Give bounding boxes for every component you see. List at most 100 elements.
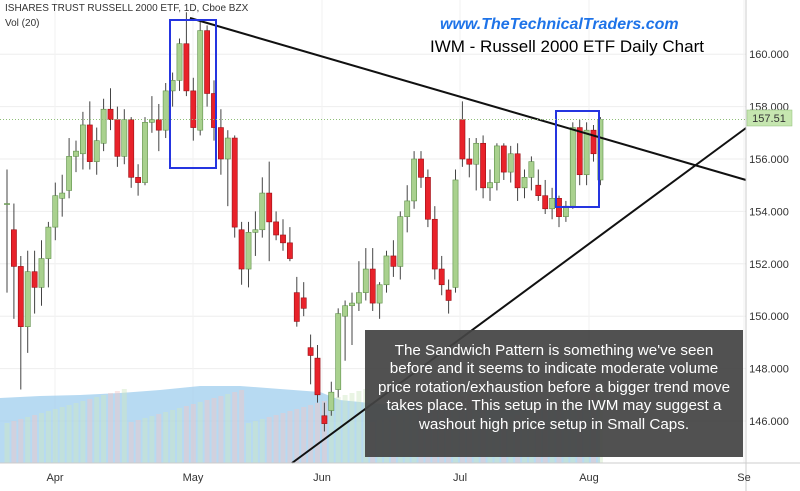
candle-body-down <box>369 268 376 304</box>
volume-bar <box>273 415 279 463</box>
candle <box>245 221 252 288</box>
candle-body-up <box>52 195 59 228</box>
candle <box>376 282 383 319</box>
volume-bar <box>232 392 238 463</box>
candle <box>390 240 397 277</box>
volume-bar <box>218 396 224 463</box>
website-text: www.TheTechnicalTraders.com <box>440 16 679 33</box>
volume-bar <box>315 403 320 463</box>
volume-bar <box>294 409 300 463</box>
volume-bar <box>11 421 17 463</box>
volume-bar <box>156 414 162 463</box>
volume-bar <box>190 404 196 463</box>
annotation-box: The Sandwich Pattern is something we've … <box>365 330 743 457</box>
candle <box>404 185 411 233</box>
candle <box>452 169 459 293</box>
candle-body-up <box>224 137 231 160</box>
candle-body-up <box>383 255 390 286</box>
y-tick-label: 152.000 <box>749 259 789 271</box>
volume-bar <box>321 401 327 463</box>
volume-bar <box>287 411 293 463</box>
candle <box>107 88 114 131</box>
candle <box>542 179 549 215</box>
descending-trendline <box>189 17 747 181</box>
candle-body-up <box>4 203 10 205</box>
candle <box>328 381 335 416</box>
candle-body-up <box>487 182 493 189</box>
candle <box>224 130 231 207</box>
candle-body-up <box>24 271 31 327</box>
candle-body-down <box>273 221 279 236</box>
y-tick-label: 148.000 <box>749 364 789 376</box>
candle-body-up <box>59 192 66 199</box>
volume-bar <box>328 399 334 463</box>
candle <box>383 250 390 293</box>
candle-body-down <box>314 357 321 396</box>
candle-body-down <box>204 30 210 94</box>
candle <box>66 138 72 199</box>
candle-body-up <box>80 124 86 155</box>
candle-body-up <box>100 108 107 144</box>
volume-bar <box>252 421 258 463</box>
candle <box>38 240 45 306</box>
time-axis: Apr May Jun Jul Aug Se <box>46 472 750 484</box>
candle-body-down <box>11 229 17 267</box>
candle <box>487 169 493 201</box>
candle-body-down <box>321 415 328 424</box>
candle-body-up <box>376 284 383 304</box>
candle <box>252 211 259 256</box>
last-price-marker: 157.51 <box>0 109 793 127</box>
candle <box>397 211 404 280</box>
price-axis: 146.000 148.000 150.000 152.000 154.000 156.0… <box>749 49 789 428</box>
candle <box>300 282 307 317</box>
candle <box>321 402 328 432</box>
candle-body-up <box>162 90 169 131</box>
chart-title: IWM - Russell 2000 ETF Daily Chart <box>430 37 704 56</box>
candle <box>418 151 424 188</box>
volume-bar <box>183 406 189 463</box>
candle <box>362 248 369 301</box>
candle-body-up <box>121 119 128 157</box>
candle-body-up <box>473 142 480 165</box>
volume-bar <box>149 416 155 463</box>
candle-body-down <box>424 177 431 220</box>
x-tick-label: Jul <box>453 472 467 484</box>
candle <box>149 96 155 133</box>
candle <box>121 109 128 165</box>
volume-bar <box>52 409 58 463</box>
volume-bar <box>135 420 141 463</box>
volume-bar <box>197 402 203 463</box>
y-tick-label: 150.000 <box>749 311 789 323</box>
candle <box>507 145 514 183</box>
candle <box>93 127 100 175</box>
candle-body-down <box>438 268 445 286</box>
volume-bar <box>239 390 245 463</box>
candle <box>342 300 348 361</box>
candle-body-down <box>190 90 197 128</box>
candle-body-down <box>266 192 273 223</box>
candle-body-down <box>500 145 507 173</box>
volume-bar <box>114 391 120 463</box>
candle-body-up <box>362 268 369 293</box>
candle <box>473 138 480 191</box>
candle-body-up <box>569 127 576 207</box>
candle-body-down <box>535 184 542 196</box>
y-tick-label: 146.000 <box>749 416 789 428</box>
candle <box>100 98 107 152</box>
candle-body-down <box>31 271 38 288</box>
volume-bar <box>142 418 148 463</box>
volume-bar <box>301 407 307 463</box>
candle-body-down <box>17 266 24 327</box>
candle <box>59 174 66 217</box>
volume-bar <box>39 413 44 463</box>
candle-body-down <box>445 289 452 301</box>
volume-bar <box>170 410 176 463</box>
candle <box>535 169 542 201</box>
candle <box>514 143 521 201</box>
candle <box>4 169 10 293</box>
candle-body-down <box>542 195 549 210</box>
candle <box>521 169 528 199</box>
candle <box>293 276 300 327</box>
volume-bar <box>225 394 231 463</box>
